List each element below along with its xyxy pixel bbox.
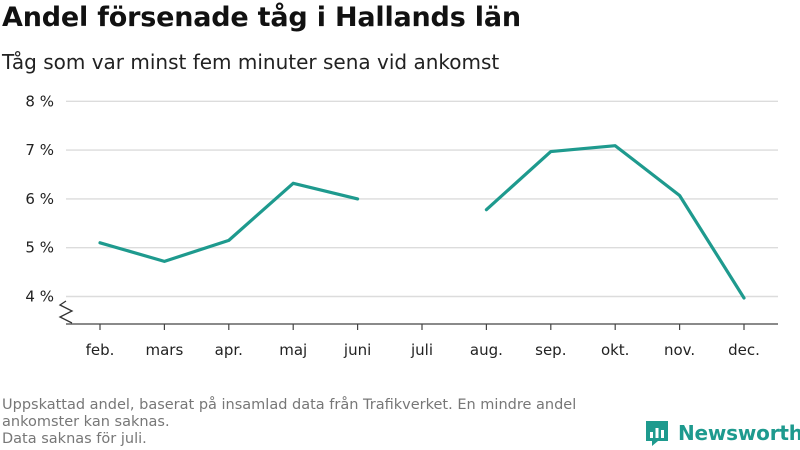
x-tick-label: sep.: [535, 341, 566, 359]
y-axis-tick-labels: 4 % 5 % 6 % 7 % 8 %: [25, 92, 54, 305]
series-lines: [98, 144, 746, 300]
y-tick-label: 6 %: [25, 190, 54, 208]
x-tick-label: nov.: [664, 341, 695, 359]
grid-lines: [66, 100, 778, 298]
x-tick-label: feb.: [86, 341, 115, 359]
line-chart: 4 % 5 % 6 % 7 % 8 % feb. mars apr. maj juni juli a…: [25, 92, 778, 359]
chart-title: Andel försenade tåg i Hallands län: [2, 2, 521, 33]
axis-break-mark: [58, 300, 74, 324]
footnote-line-1: Uppskattad andel, baserat på insamlad da…: [2, 397, 577, 430]
axis-break-icon: [58, 300, 74, 324]
x-tick-label: okt.: [601, 341, 630, 359]
x-tick-label: maj: [279, 341, 307, 359]
footnote: Uppskattad andel, baserat på insamlad da…: [2, 397, 632, 448]
y-tick-label: 4 %: [25, 288, 54, 306]
newsworthy-logo-icon: [646, 421, 668, 446]
y-tick-label: 7 %: [25, 141, 54, 159]
x-tick-label: mars: [146, 341, 184, 359]
brand-logo[interactable]: Newsworthy: [644, 419, 800, 447]
x-tick-label: dec.: [728, 341, 760, 359]
x-tick-label: juli: [410, 341, 433, 359]
footnote-line-2: Data saknas för juli.: [2, 431, 147, 447]
x-axis: [66, 323, 778, 330]
series-line-segment: [484, 144, 746, 300]
x-tick-label: apr.: [215, 341, 243, 359]
x-tick-label: aug.: [470, 341, 503, 359]
chart-subtitle: Tåg som var minst fem minuter sena vid a…: [2, 50, 500, 74]
x-axis-tick-labels: feb. mars apr. maj juni juli aug. sep. okt. nov. d…: [86, 341, 760, 359]
brand-name: Newsworthy: [678, 421, 800, 445]
y-tick-label: 5 %: [25, 239, 54, 257]
y-tick-label: 8 %: [25, 92, 54, 110]
series-line-segment: [98, 181, 360, 263]
x-tick-label: juni: [343, 341, 371, 359]
